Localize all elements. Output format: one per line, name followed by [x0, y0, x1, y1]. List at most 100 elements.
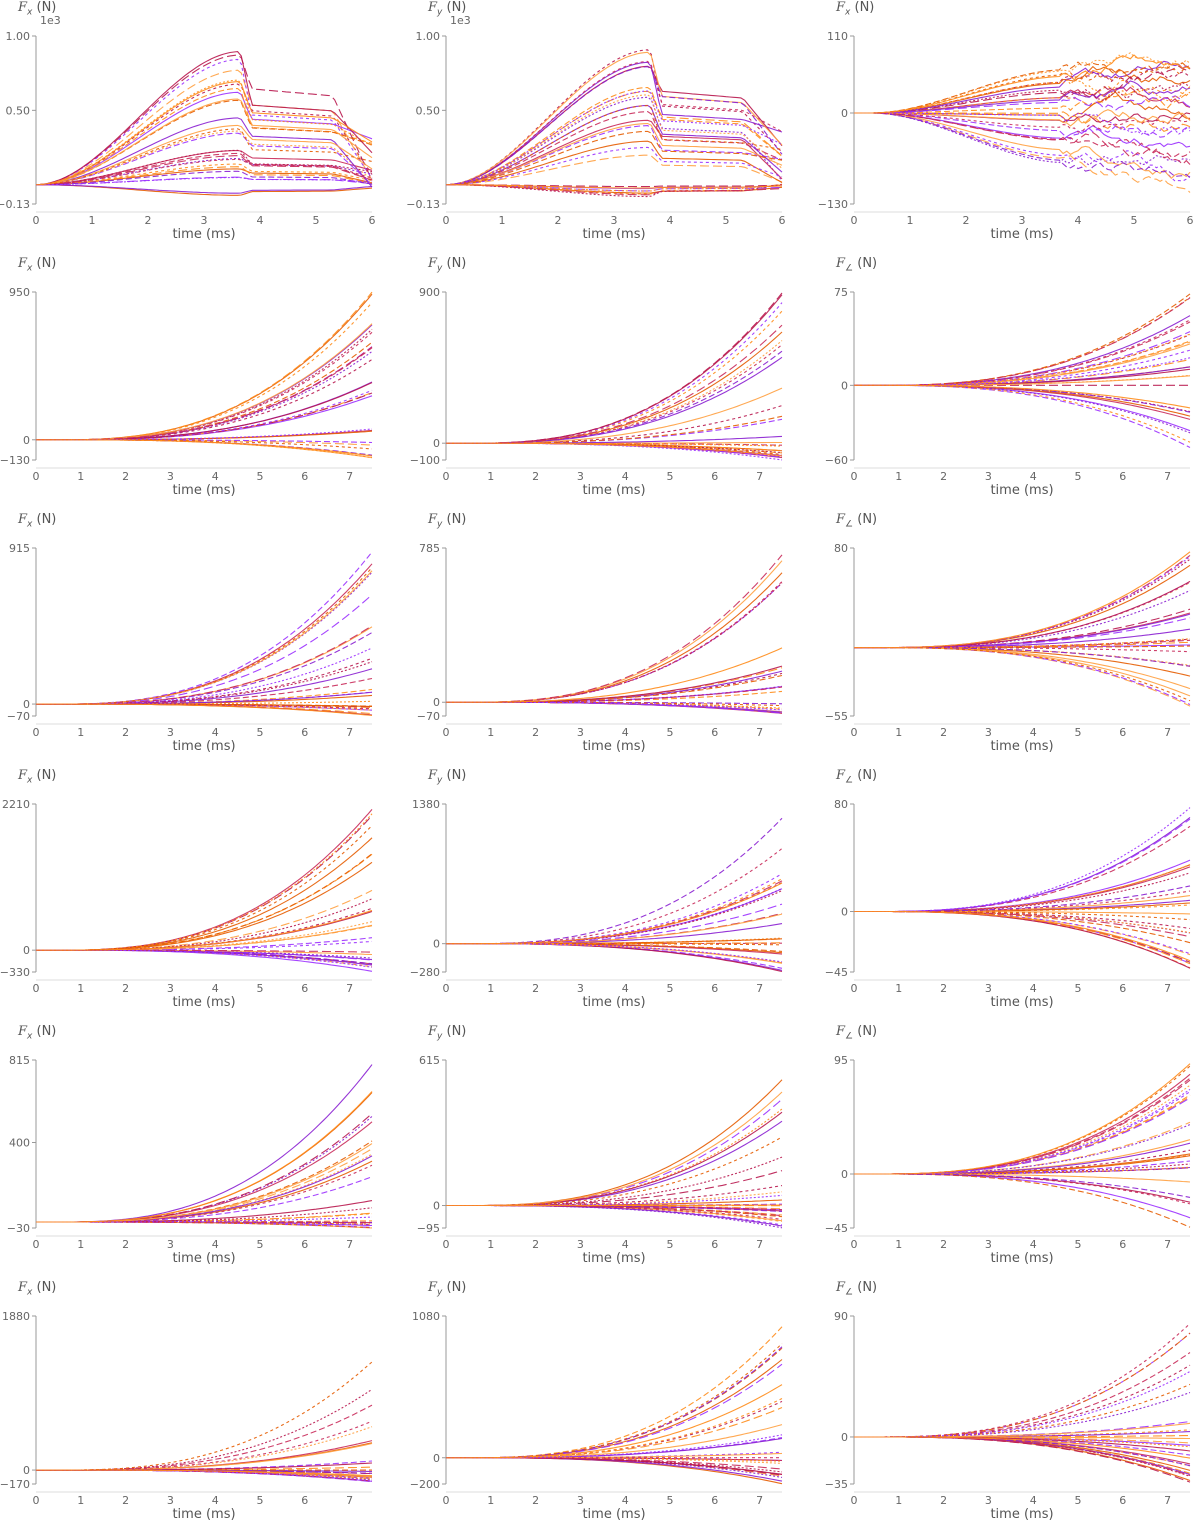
- x-tick-label: 2: [122, 1494, 129, 1507]
- x-tick-label: 3: [577, 726, 584, 739]
- series-line: [854, 581, 1190, 647]
- x-tick-label: 0: [443, 982, 450, 995]
- series-line: [854, 385, 1190, 447]
- series-line: [854, 1437, 1190, 1451]
- series-line: [854, 912, 1190, 968]
- series-line: [854, 912, 1190, 933]
- x-tick-label: 6: [779, 214, 786, 227]
- x-tick-label: 5: [313, 214, 320, 227]
- series-line: [36, 348, 372, 440]
- x-tick-label: 5: [1075, 470, 1082, 483]
- x-tick-label: 3: [1019, 214, 1026, 227]
- x-tick-label: 0: [851, 982, 858, 995]
- y-tick-label: 0.50: [416, 104, 441, 117]
- series-line: [446, 1206, 782, 1220]
- series-line: [36, 890, 372, 950]
- x-tick-label: 2: [122, 1238, 129, 1251]
- y-tick-label: 0: [841, 906, 848, 919]
- x-tick-label: 2: [940, 470, 947, 483]
- x-tick-label: 2: [532, 726, 539, 739]
- x-tick-label: 1: [487, 1494, 494, 1507]
- series-line: [36, 1208, 372, 1222]
- x-tick-label: 0: [33, 470, 40, 483]
- y-tick-label: 80: [834, 542, 848, 555]
- y-tick-label: 0.50: [6, 104, 31, 117]
- x-tick-label: 6: [301, 1494, 308, 1507]
- series-line: [36, 648, 372, 704]
- x-tick-label: 1: [77, 1494, 84, 1507]
- series-line: [854, 860, 1190, 911]
- y-tick-label: −70: [7, 710, 30, 723]
- y-tick-label: 915: [9, 542, 30, 555]
- series-line: [854, 294, 1190, 385]
- x-tick-label: 5: [257, 470, 264, 483]
- y-tick-label: 950: [9, 286, 30, 299]
- series-line: [446, 295, 782, 443]
- y-tick-label: 2210: [2, 798, 30, 811]
- x-tick-label: 0: [443, 470, 450, 483]
- x-tick-label: 2: [122, 726, 129, 739]
- series-line: [36, 329, 372, 440]
- x-tick-label: 3: [611, 214, 618, 227]
- x-axis-label: time (ms): [172, 1507, 235, 1522]
- y-tick-label: −55: [825, 710, 848, 723]
- series-line: [36, 564, 372, 704]
- y-tick-label: 400: [9, 1137, 30, 1150]
- x-axis-label: time (ms): [172, 739, 235, 754]
- y-tick-label: 80: [834, 798, 848, 811]
- x-tick-label: 3: [167, 1238, 174, 1251]
- series-line: [854, 555, 1190, 647]
- series-line: [36, 809, 372, 950]
- x-tick-label: 0: [851, 1494, 858, 1507]
- series-line: [854, 358, 1190, 386]
- x-tick-label: 1: [77, 726, 84, 739]
- x-tick-label: 1: [895, 982, 902, 995]
- x-tick-label: 3: [201, 214, 208, 227]
- series-line: [446, 944, 782, 972]
- x-tick-label: 5: [257, 982, 264, 995]
- x-tick-label: 2: [940, 1238, 947, 1251]
- series-line: [446, 1157, 782, 1205]
- x-tick-label: 5: [667, 1494, 674, 1507]
- x-tick-label: 0: [851, 1238, 858, 1251]
- x-tick-label: 7: [756, 982, 763, 995]
- y-tick-label: −200: [410, 1478, 440, 1491]
- series-line: [446, 1348, 782, 1458]
- series-line: [854, 1174, 1190, 1218]
- series-line: [36, 814, 372, 950]
- x-tick-label: 0: [33, 214, 40, 227]
- x-tick-label: 0: [443, 1494, 450, 1507]
- y-tick-label: 0: [23, 944, 30, 957]
- x-tick-label: 4: [622, 726, 629, 739]
- x-tick-label: 4: [622, 982, 629, 995]
- series-line: [36, 1116, 372, 1222]
- series-line: [36, 1114, 372, 1223]
- x-tick-label: 3: [577, 470, 584, 483]
- series-line: [36, 854, 372, 951]
- x-tick-label: 2: [122, 470, 129, 483]
- series-line: [446, 944, 782, 962]
- x-tick-label: 0: [851, 214, 858, 227]
- x-tick-label: 6: [301, 470, 308, 483]
- series-line: [854, 80, 1190, 113]
- x-tick-label: 6: [711, 470, 718, 483]
- series-line: [446, 1205, 782, 1206]
- x-tick-label: 4: [212, 982, 219, 995]
- x-tick-label: 7: [346, 470, 353, 483]
- x-tick-label: 1: [89, 214, 96, 227]
- x-tick-label: 7: [756, 470, 763, 483]
- x-tick-label: 4: [1030, 1494, 1037, 1507]
- series-line: [854, 648, 1190, 701]
- series-line: [36, 347, 372, 440]
